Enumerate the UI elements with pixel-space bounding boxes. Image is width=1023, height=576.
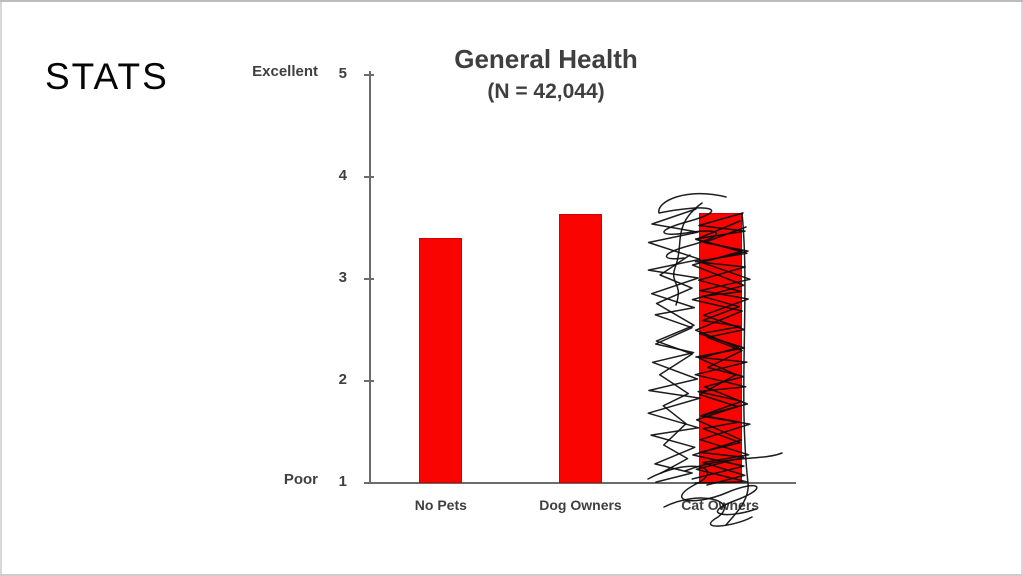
x-tick-label-dog-owners: Dog Owners <box>539 497 622 513</box>
y-tick-mark <box>364 176 374 178</box>
y-axis-label-excellent: Excellent <box>252 63 318 80</box>
x-tick-label-cat-owners: Cat Owners <box>681 497 760 513</box>
slide-heading: STATS <box>45 56 169 97</box>
y-tick-mark <box>364 74 374 76</box>
x-tick-label-no-pets: No Pets <box>414 497 467 513</box>
y-tick-label: 5 <box>338 65 347 82</box>
y-tick-label: 3 <box>338 269 347 286</box>
y-tick-label: 2 <box>338 371 347 388</box>
chart-subtitle: (N = 42,044) <box>487 80 605 103</box>
x-axis-line <box>369 482 796 484</box>
y-tick-mark <box>364 278 374 280</box>
y-tick-label: 1 <box>338 473 347 490</box>
bar-dog-owners <box>559 213 602 483</box>
chart-title: General Health <box>454 44 638 74</box>
y-axis-label-poor: Poor <box>283 471 318 488</box>
bar-no-pets <box>419 238 463 483</box>
y-tick-mark <box>364 380 374 382</box>
y-tick-label: 4 <box>338 167 347 184</box>
y-tick-mark <box>364 482 374 484</box>
y-axis-line <box>369 71 371 483</box>
bar-cat-owners <box>698 212 742 483</box>
